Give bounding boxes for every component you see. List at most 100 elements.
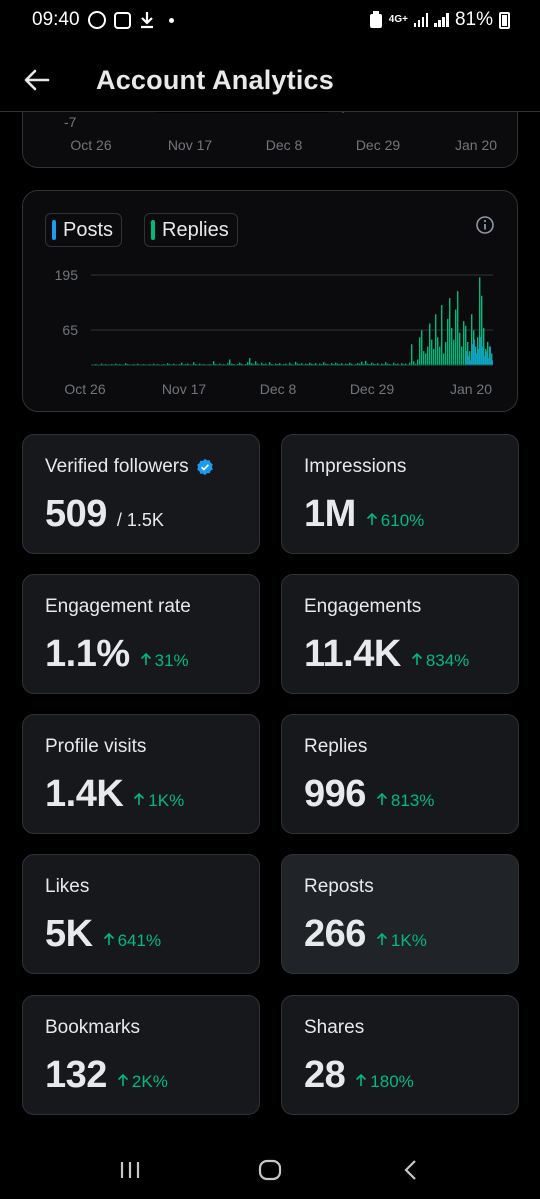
replies-bar — [423, 351, 425, 365]
replies-bar — [359, 363, 361, 365]
replies-bar — [415, 363, 417, 365]
stat-card-engagements[interactable]: Engagements 11.4K 834% — [281, 574, 519, 694]
replies-bar — [323, 362, 325, 365]
stat-change-value: 1K% — [390, 931, 427, 950]
stat-change: 1K% — [133, 791, 184, 811]
replies-bar — [297, 363, 299, 365]
stat-card-profile-visits[interactable]: Profile visits 1.4K 1K% — [22, 714, 260, 834]
battery-percent: 81% — [454, 9, 493, 30]
info-icon[interactable] — [475, 215, 495, 235]
battery-icon — [499, 11, 510, 29]
posts-bar — [489, 346, 491, 365]
stat-change: 180% — [355, 1072, 414, 1092]
replies-bar — [341, 363, 343, 365]
replies-bar — [213, 361, 215, 365]
stat-change: 610% — [366, 511, 424, 531]
replies-bar — [289, 362, 291, 365]
signal-strength-icon — [413, 13, 429, 27]
arrow-up-icon — [411, 652, 422, 665]
posts-bar — [483, 355, 485, 365]
replies-bar — [433, 348, 435, 365]
stat-label-text: Likes — [45, 876, 90, 897]
replies-bar — [443, 353, 445, 365]
stat-change: 813% — [376, 791, 434, 811]
x-tick-label: Dec 29 — [350, 381, 395, 397]
more-notifications-dot — [168, 17, 174, 23]
posts-bar — [481, 346, 483, 365]
analytics-content[interactable]: -7 Oct 26 Nov 17 Dec 8 Dec 29 Jan 20 Pos… — [0, 112, 540, 1140]
replies-bar — [335, 362, 337, 365]
stat-card-verified-followers[interactable]: Verified followers 509 / 1.5K — [22, 434, 260, 554]
replies-bar — [427, 346, 429, 365]
stat-change: 834% — [411, 651, 469, 671]
stat-value-row: 509 / 1.5K — [45, 493, 164, 536]
posts-bar — [477, 348, 479, 365]
stat-card-bookmarks[interactable]: Bookmarks 132 2K% — [22, 995, 260, 1115]
recent-apps-button[interactable] — [100, 1145, 160, 1195]
stat-card-impressions[interactable]: Impressions 1M 610% — [281, 434, 519, 554]
arrow-up-icon — [356, 1073, 367, 1086]
stat-value: 1.4K — [45, 773, 124, 815]
stat-card-engagement-rate[interactable]: Engagement rate 1.1% 31% — [22, 574, 260, 694]
arrow-up-icon — [134, 792, 145, 805]
chart-legend: Posts Replies — [45, 213, 238, 247]
legend-posts[interactable]: Posts — [45, 213, 123, 247]
back-nav-button[interactable] — [380, 1145, 440, 1195]
replies-bar — [465, 325, 467, 365]
posts-bar — [469, 360, 471, 365]
replies-bar — [257, 363, 259, 365]
replies-bar — [381, 363, 383, 365]
replies-bar — [459, 332, 461, 365]
replies-bar — [247, 362, 249, 365]
stat-change-value: 1K% — [148, 791, 185, 810]
home-button[interactable] — [240, 1145, 300, 1195]
stat-card-shares[interactable]: Shares 28 180% — [281, 995, 519, 1115]
stat-label-text: Engagements — [304, 596, 422, 617]
replies-bar — [241, 363, 243, 365]
stat-change-value: 813% — [390, 791, 435, 810]
back-button[interactable] — [12, 55, 62, 105]
posts-bar — [467, 355, 469, 365]
stat-label-text: Profile visits — [45, 736, 147, 757]
replies-bar — [435, 314, 437, 365]
stat-label: Replies — [304, 736, 367, 758]
y-tick-label: 195 — [55, 267, 79, 283]
legend-replies[interactable]: Replies — [144, 213, 238, 247]
signal-strength-2-icon — [434, 13, 449, 27]
replies-bar — [331, 363, 333, 365]
posts-bar — [487, 358, 489, 365]
replies-bar — [249, 358, 251, 365]
stat-value-row: 1M 610% — [304, 493, 424, 536]
posts-bar — [465, 351, 467, 365]
stat-card-likes[interactable]: Likes 5K 641% — [22, 854, 260, 974]
replies-bar — [227, 363, 229, 365]
instagram-icon — [113, 11, 131, 29]
replies-bar — [451, 328, 453, 365]
replies-bar — [265, 363, 267, 365]
replies-bar — [319, 363, 321, 365]
stat-label: Engagement rate — [45, 596, 191, 618]
stat-card-replies[interactable]: Replies 996 813% — [281, 714, 519, 834]
replies-bar — [469, 351, 471, 365]
replies-bar — [167, 363, 169, 365]
stat-label-text: Reposts — [304, 876, 374, 897]
replies-bar — [419, 337, 421, 365]
replies-bar — [483, 328, 485, 365]
replies-bar — [239, 362, 241, 365]
stat-label: Impressions — [304, 456, 406, 478]
stat-card-reposts[interactable]: Reposts 266 1K% — [281, 854, 519, 974]
stat-label: Verified followers — [45, 456, 214, 478]
legend-label: Replies — [162, 218, 229, 241]
previous-chart-x-axis: Oct 26 Nov 17 Dec 8 Dec 29 Jan 20 — [0, 137, 540, 157]
system-nav-bar — [0, 1140, 540, 1199]
arrow-up-icon — [140, 652, 151, 665]
replies-bar — [461, 346, 463, 365]
replies-bar — [453, 339, 455, 365]
stat-value: 5K — [45, 913, 93, 955]
previous-chart-fragment — [155, 112, 344, 113]
stat-value-row: 5K 641% — [45, 913, 161, 956]
posts-bar — [471, 344, 473, 365]
replies-bar — [255, 361, 257, 365]
replies-bar — [447, 318, 449, 365]
replies-bar — [101, 363, 103, 365]
